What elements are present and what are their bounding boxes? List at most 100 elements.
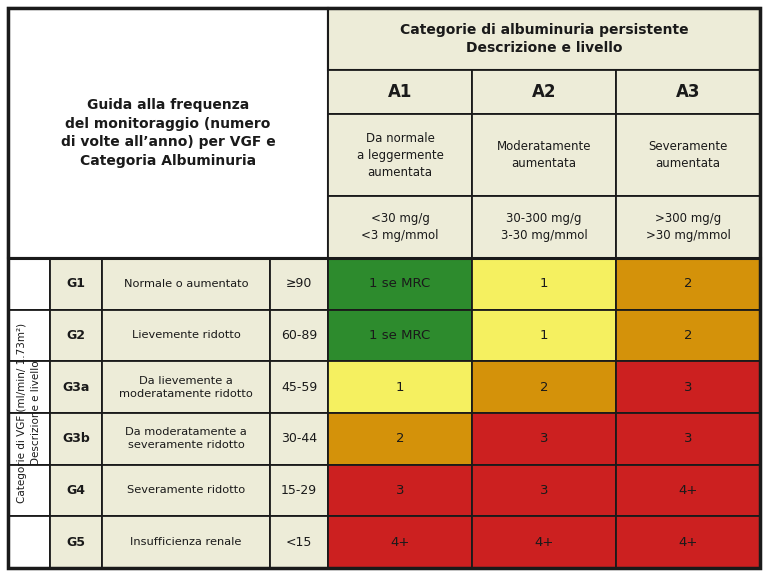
Bar bbox=[328, 196, 472, 258]
Text: ≥90: ≥90 bbox=[286, 277, 312, 290]
Text: Da normale
a leggermente
aumentata: Da normale a leggermente aumentata bbox=[356, 131, 443, 179]
Bar bbox=[616, 516, 760, 568]
Bar bbox=[328, 70, 472, 114]
Bar bbox=[8, 258, 50, 310]
Bar bbox=[8, 516, 50, 568]
Text: 2: 2 bbox=[684, 277, 692, 290]
Bar bbox=[102, 413, 270, 465]
Text: Severamente
aumentata: Severamente aumentata bbox=[648, 140, 728, 170]
Bar bbox=[8, 310, 50, 361]
Bar bbox=[50, 361, 102, 413]
Bar bbox=[50, 465, 102, 516]
Bar bbox=[328, 361, 472, 413]
Bar bbox=[8, 413, 50, 465]
Text: A1: A1 bbox=[388, 83, 412, 101]
Bar bbox=[472, 258, 616, 310]
Text: G5: G5 bbox=[67, 536, 85, 549]
Bar bbox=[102, 310, 270, 361]
Text: 30-44: 30-44 bbox=[281, 433, 317, 445]
Text: >300 mg/g
>30 mg/mmol: >300 mg/g >30 mg/mmol bbox=[646, 212, 730, 242]
Text: Severamente ridotto: Severamente ridotto bbox=[127, 486, 245, 495]
Bar bbox=[328, 258, 472, 310]
Text: 3: 3 bbox=[684, 381, 692, 393]
Bar bbox=[270, 258, 328, 310]
Bar bbox=[102, 516, 270, 568]
Text: Categorie di albuminuria persistente
Descrizione e livello: Categorie di albuminuria persistente Des… bbox=[399, 23, 688, 55]
Text: 4+: 4+ bbox=[535, 536, 554, 549]
Text: Da moderatamente a
severamente ridotto: Da moderatamente a severamente ridotto bbox=[125, 427, 247, 450]
Text: G2: G2 bbox=[67, 329, 85, 342]
Text: Guida alla frequenza
del monitoraggio (numero
di volte all’anno) per VGF e
Categ: Guida alla frequenza del monitoraggio (n… bbox=[61, 98, 276, 168]
Text: 1 se MRC: 1 se MRC bbox=[369, 277, 431, 290]
Bar bbox=[616, 258, 760, 310]
Bar bbox=[472, 310, 616, 361]
Text: 1: 1 bbox=[540, 329, 548, 342]
Bar bbox=[328, 8, 760, 70]
Text: 2: 2 bbox=[396, 433, 404, 445]
Text: 2: 2 bbox=[684, 329, 692, 342]
Text: 2: 2 bbox=[540, 381, 548, 393]
Bar bbox=[328, 413, 472, 465]
Bar bbox=[616, 413, 760, 465]
Bar bbox=[102, 258, 270, 310]
Bar bbox=[270, 361, 328, 413]
Text: G1: G1 bbox=[67, 277, 85, 290]
Bar bbox=[102, 465, 270, 516]
Text: A3: A3 bbox=[676, 83, 700, 101]
Text: G3a: G3a bbox=[62, 381, 90, 393]
Text: 4+: 4+ bbox=[678, 536, 697, 549]
Bar bbox=[328, 465, 472, 516]
Text: <30 mg/g
<3 mg/mmol: <30 mg/g <3 mg/mmol bbox=[361, 212, 439, 242]
Text: Moderatamente
aumentata: Moderatamente aumentata bbox=[497, 140, 591, 170]
Bar bbox=[616, 361, 760, 413]
Text: A2: A2 bbox=[531, 83, 556, 101]
Text: Insufficienza renale: Insufficienza renale bbox=[131, 537, 242, 547]
Bar bbox=[270, 310, 328, 361]
Text: 4+: 4+ bbox=[390, 536, 409, 549]
Bar bbox=[8, 361, 50, 413]
Text: 1: 1 bbox=[396, 381, 404, 393]
Bar bbox=[472, 413, 616, 465]
Text: 60-89: 60-89 bbox=[281, 329, 317, 342]
Bar bbox=[328, 310, 472, 361]
Text: Normale o aumentato: Normale o aumentato bbox=[124, 279, 248, 289]
Bar bbox=[616, 196, 760, 258]
Bar bbox=[472, 114, 616, 196]
Text: 3: 3 bbox=[684, 433, 692, 445]
Bar bbox=[270, 465, 328, 516]
Text: 1: 1 bbox=[540, 277, 548, 290]
Bar bbox=[8, 465, 50, 516]
Bar bbox=[50, 516, 102, 568]
Text: <15: <15 bbox=[286, 536, 312, 549]
Bar bbox=[102, 361, 270, 413]
Bar bbox=[270, 516, 328, 568]
Text: 3: 3 bbox=[540, 433, 548, 445]
Text: Da lievemente a
moderatamente ridotto: Da lievemente a moderatamente ridotto bbox=[119, 376, 253, 399]
Text: G3b: G3b bbox=[62, 433, 90, 445]
Text: 15-29: 15-29 bbox=[281, 484, 317, 497]
Bar bbox=[50, 258, 102, 310]
Text: Categorie di VGF (ml/min/ 1.73m²)
Descrizione e livello: Categorie di VGF (ml/min/ 1.73m²) Descri… bbox=[17, 323, 41, 503]
Bar bbox=[472, 516, 616, 568]
Text: 45-59: 45-59 bbox=[281, 381, 317, 393]
Bar bbox=[472, 70, 616, 114]
Bar bbox=[270, 413, 328, 465]
Bar bbox=[472, 196, 616, 258]
Text: Lievemente ridotto: Lievemente ridotto bbox=[131, 331, 240, 340]
Text: 30-300 mg/g
3-30 mg/mmol: 30-300 mg/g 3-30 mg/mmol bbox=[501, 212, 588, 242]
Bar bbox=[616, 70, 760, 114]
Bar bbox=[50, 310, 102, 361]
Bar bbox=[328, 114, 472, 196]
Bar bbox=[472, 361, 616, 413]
Bar bbox=[616, 114, 760, 196]
Text: 3: 3 bbox=[396, 484, 404, 497]
Text: 4+: 4+ bbox=[678, 484, 697, 497]
Text: G4: G4 bbox=[67, 484, 85, 497]
Text: 3: 3 bbox=[540, 484, 548, 497]
Bar bbox=[472, 465, 616, 516]
Bar bbox=[616, 310, 760, 361]
Text: 1 se MRC: 1 se MRC bbox=[369, 329, 431, 342]
Bar bbox=[328, 516, 472, 568]
Bar bbox=[616, 465, 760, 516]
Bar bbox=[50, 413, 102, 465]
